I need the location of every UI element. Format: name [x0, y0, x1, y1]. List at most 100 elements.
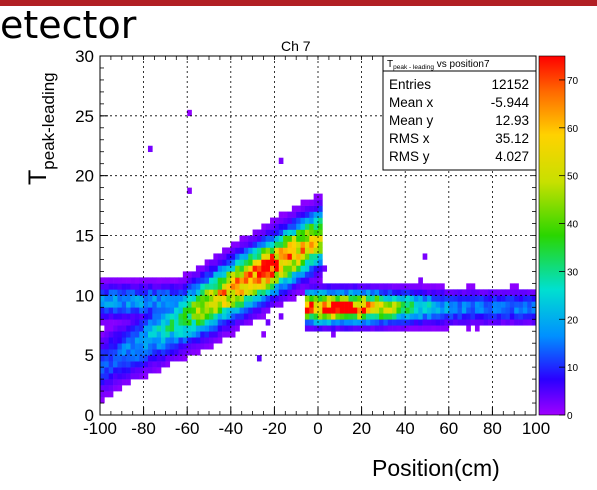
- heatmap-cell: [152, 343, 157, 350]
- heatmap-cell: [165, 301, 171, 308]
- heatmap-cell: [165, 331, 171, 338]
- heatmap-cell: [296, 235, 301, 242]
- heatmap-cell: [113, 331, 118, 338]
- y-tick-label: 5: [85, 346, 94, 365]
- heatmap-cell: [121, 295, 127, 302]
- heatmap-cell: [357, 325, 362, 332]
- heatmap-cell: [370, 307, 375, 314]
- heatmap-cell: [165, 307, 171, 314]
- heatmap-cell: [457, 301, 463, 308]
- heatmap-cell: [104, 367, 110, 374]
- heatmap-cell: [396, 319, 402, 326]
- heatmap-cell: [309, 199, 314, 206]
- heatmap-cell: [496, 319, 502, 326]
- heatmap-cell: [248, 295, 253, 302]
- heatmap-cell: [427, 289, 432, 296]
- heatmap-cell: [274, 271, 280, 278]
- heatmap-cell: [270, 283, 275, 290]
- heatmap-cell: [178, 325, 184, 332]
- heatmap-cell: [514, 283, 519, 290]
- heatmap-cell: [318, 283, 323, 290]
- heatmap-cell: [261, 283, 266, 290]
- heatmap-cell: [104, 277, 110, 284]
- heatmap-cell: [326, 295, 332, 302]
- heatmap-cell: [435, 313, 441, 320]
- heatmap-cell: [304, 325, 310, 332]
- heatmap-cell: [235, 325, 240, 332]
- heatmap-cell: [209, 265, 214, 272]
- heatmap-cell: [209, 331, 214, 338]
- heatmap-cell: [134, 331, 140, 338]
- heatmap-cell: [413, 313, 419, 320]
- heatmap-cell: [435, 325, 441, 332]
- heatmap-cell: [318, 241, 323, 248]
- heatmap-cell: [217, 253, 223, 260]
- heatmap-cell: [226, 319, 232, 326]
- heatmap-cell: [274, 259, 280, 266]
- heatmap-cell: [104, 343, 110, 350]
- heatmap-cell: [361, 319, 367, 326]
- heatmap-cell: [326, 283, 332, 290]
- heatmap-cell: [427, 307, 432, 314]
- heatmap-cell: [418, 289, 423, 296]
- heatmap-cell: [113, 295, 118, 302]
- heatmap-cell: [283, 295, 288, 302]
- heatmap-cell: [235, 301, 240, 308]
- heatmap-cell: [235, 259, 240, 266]
- heatmap-cell: [243, 247, 249, 254]
- heatmap-cell: [278, 241, 284, 248]
- heatmap-cell: [344, 295, 349, 302]
- heatmap-cell: [374, 289, 380, 296]
- heatmap-cell: [217, 301, 223, 308]
- heatmap-cell: [318, 205, 323, 212]
- heatmap-cell: [479, 301, 484, 308]
- heatmap-cell: [296, 205, 301, 212]
- heatmap-cell: [339, 307, 345, 314]
- heatmap-cell: [200, 277, 205, 284]
- heatmap-cell: [313, 193, 319, 200]
- heatmap-cell: [505, 307, 511, 314]
- heatmap-cell: [309, 259, 314, 266]
- heatmap-cell: [134, 295, 140, 302]
- heatmap-cell: [518, 319, 524, 326]
- heatmap-cell: [117, 373, 123, 380]
- heatmap-cell: [161, 289, 166, 296]
- heatmap-cell: [518, 301, 524, 308]
- heatmap-cell: [318, 253, 323, 260]
- x-tick-label: -20: [262, 419, 287, 438]
- heatmap-cell: [187, 277, 192, 284]
- heatmap-cell: [326, 307, 332, 314]
- heatmap-cell: [130, 325, 136, 332]
- heatmap-cell: [300, 259, 306, 266]
- slide-title-fragment: etector: [0, 3, 137, 47]
- heatmap-cell: [291, 283, 297, 290]
- heatmap-cell: [435, 319, 441, 326]
- heatmap-cell: [392, 283, 397, 290]
- heatmap-cell: [139, 319, 144, 326]
- heatmap-cell: [230, 289, 236, 296]
- heatmap-cell: [322, 313, 328, 320]
- heatmap-cell: [400, 319, 406, 326]
- heatmap-cell: [256, 253, 262, 260]
- heatmap-cell: [261, 307, 266, 314]
- heatmap-cell: [518, 295, 524, 302]
- heatmap-cell: [392, 307, 397, 314]
- heatmap-cell: [409, 289, 415, 296]
- heatmap-cell: [413, 307, 419, 314]
- stats-value: 35.12: [495, 131, 529, 146]
- heatmap-cell: [222, 247, 227, 254]
- heatmap-cell: [409, 313, 415, 320]
- heatmap-cell: [313, 241, 319, 248]
- heatmap-cell: [126, 349, 131, 356]
- svg-text:Tpeak-leading: Tpeak-leading: [24, 72, 58, 185]
- heatmap-cell: [483, 301, 489, 308]
- heatmap-cell: [383, 307, 389, 314]
- y-tick-label: 30: [75, 47, 94, 66]
- heatmap-cell: [182, 343, 188, 350]
- heatmap-cell: [313, 253, 319, 260]
- heatmap-cell: [195, 337, 201, 344]
- heatmap-cell: [361, 325, 367, 332]
- heatmap-cell: [169, 307, 175, 314]
- heatmap-cell: [309, 253, 314, 260]
- heatmap-cell: [514, 289, 519, 296]
